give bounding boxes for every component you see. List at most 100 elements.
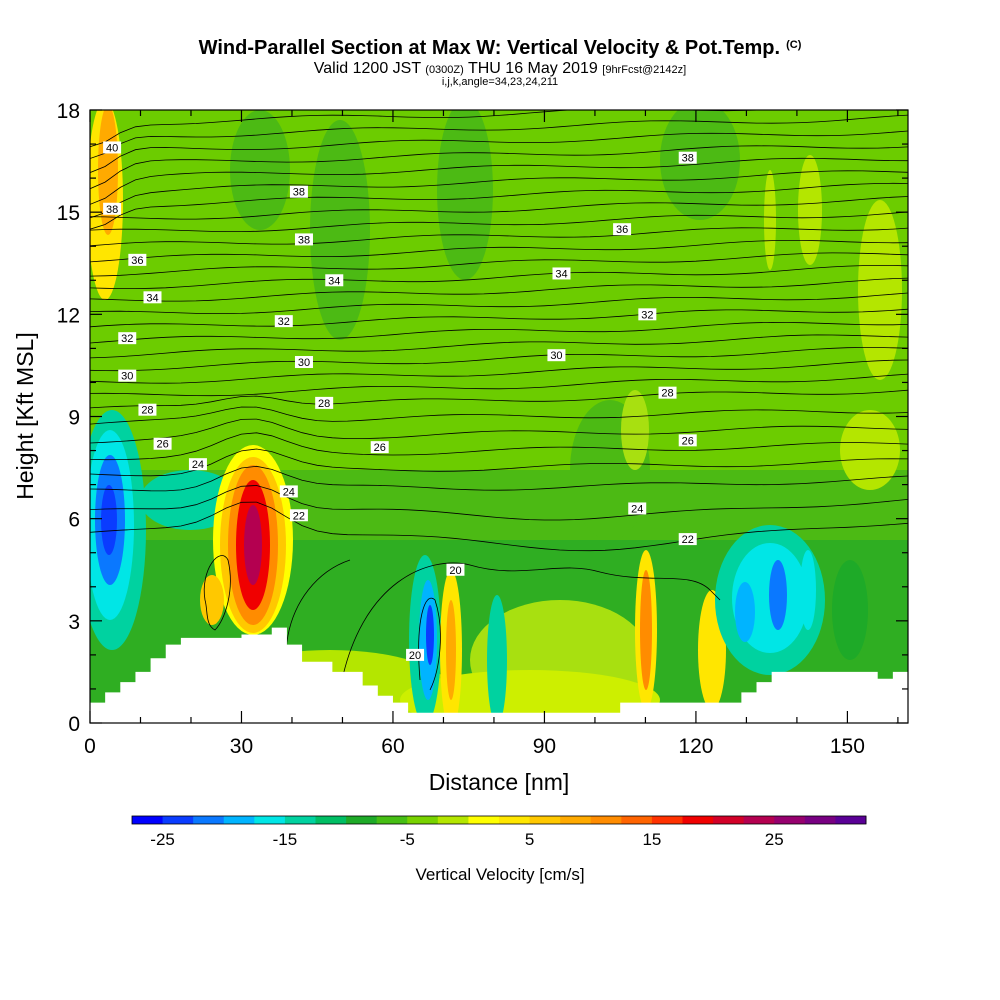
theta-contour-line	[90, 130, 908, 173]
theta-contour-line	[90, 418, 908, 444]
colorbar-swatch	[560, 816, 592, 824]
contour-label: 36	[616, 224, 628, 236]
colorbar-swatch	[437, 816, 469, 824]
theta-contour-line	[90, 432, 908, 461]
colorbar-tick-label: 25	[765, 830, 784, 849]
theta-contour-line	[90, 196, 908, 220]
theta-contour-line	[90, 465, 908, 492]
contour-label-bg	[294, 356, 313, 369]
y-tick-label: 12	[57, 304, 80, 327]
colorbar-swatch	[682, 816, 714, 824]
theta-contour-line	[90, 211, 908, 233]
theta-contour-line	[90, 406, 908, 425]
colorbar-title: Vertical Velocity [cm/s]	[415, 865, 584, 884]
contour-label: 26	[374, 442, 386, 454]
velocity-contours	[203, 555, 721, 691]
contour-label: 24	[283, 486, 295, 498]
y-tick-label: 6	[68, 509, 80, 532]
x-tick-label: 120	[678, 735, 713, 758]
contour-label-bg	[103, 141, 122, 154]
contour-label: 32	[641, 309, 653, 321]
colorbar-swatch	[315, 816, 347, 824]
contour-label-bg	[638, 308, 657, 321]
theta-contour-line	[90, 308, 908, 328]
contour-label: 22	[682, 534, 694, 546]
colorbar-swatch	[193, 816, 225, 824]
contour-label-bg	[128, 253, 147, 266]
colorbar-swatch	[590, 816, 622, 824]
theta-contour-line	[90, 264, 908, 290]
x-axis-title: Distance [nm]	[429, 769, 570, 795]
colorbar-tick-label: 5	[525, 830, 534, 849]
chart-subtitle: Valid 1200 JST (0300Z) THU 16 May 2019 […	[0, 60, 1000, 78]
colorbar-swatch	[132, 816, 164, 824]
contour-label-bg	[138, 403, 157, 416]
colorbar-swatch	[529, 816, 561, 824]
colorbar-tick-label: -15	[273, 830, 298, 849]
colorbar-swatch	[376, 816, 408, 824]
contour-label-bg	[188, 458, 207, 471]
x-tick-label: 150	[830, 735, 865, 758]
theta-contour-line	[90, 347, 908, 372]
contour-label-bg	[552, 267, 571, 280]
contour-label-bg	[118, 369, 137, 382]
colorbar-swatch	[835, 816, 867, 824]
contour-label: 40	[106, 142, 118, 154]
x-tick-label: 60	[381, 735, 404, 758]
contour-label: 38	[682, 153, 694, 165]
contour-label-bg	[153, 437, 172, 450]
contour-label-bg	[279, 485, 298, 498]
theta-contour-line	[90, 359, 908, 384]
contour-label-bg	[678, 151, 697, 164]
contour-label: 30	[121, 371, 133, 383]
theta-contour-line	[90, 110, 767, 148]
contour-label-bg	[325, 274, 344, 287]
colorbar-swatch	[774, 816, 806, 824]
grid-indices: i,j,k,angle=34,23,24,211	[441, 76, 559, 88]
colorbar-swatch	[346, 816, 378, 824]
contour-label-bg	[143, 291, 162, 304]
contour-label-bg	[446, 563, 465, 576]
theta-contour-line	[90, 239, 908, 263]
colorbar-tick-label: -5	[400, 830, 415, 849]
colorbar-tick-label: 15	[642, 830, 661, 849]
contour-label: 24	[631, 503, 643, 515]
valid-time-utc: (0300Z)	[425, 64, 464, 76]
terrain	[90, 627, 908, 723]
theta-contour-line	[90, 170, 908, 219]
forecast-info: [9hrFcst@2142z]	[602, 64, 687, 76]
colorbar-swatch	[804, 816, 836, 824]
theta-contour-line	[90, 252, 908, 277]
contour-label-bg	[406, 648, 425, 661]
colorbar-swatch	[651, 816, 683, 824]
contour-label-bg	[315, 396, 334, 409]
contour-label: 20	[449, 565, 461, 577]
contour-label: 24	[192, 459, 204, 471]
colorbar-swatch	[223, 816, 255, 824]
y-tick-label: 0	[68, 713, 80, 736]
colorbar-swatch	[254, 816, 286, 824]
contour-label: 26	[156, 439, 168, 451]
contour-label-bg	[103, 202, 122, 215]
theta-contour-line	[90, 114, 908, 159]
x-tick-label: 90	[533, 735, 556, 758]
contour-label: 38	[298, 234, 310, 246]
theta-contours	[90, 110, 908, 552]
theta-contour-line	[90, 373, 908, 397]
contour-label: 36	[131, 255, 143, 267]
colorbar-tick-label: -25	[150, 830, 175, 849]
colorbar-swatch	[407, 816, 439, 824]
theta-contour-line	[90, 501, 908, 552]
contour-label-bg	[547, 349, 566, 362]
valid-date: THU 16 May 2019	[467, 60, 598, 77]
y-tick-label: 15	[57, 202, 80, 225]
contour-label: 38	[106, 204, 118, 216]
colorbar-swatch	[284, 816, 316, 824]
contour-label: 34	[146, 292, 158, 304]
axis-ticks	[89, 109, 908, 724]
contour-label-bg	[370, 441, 389, 454]
y-tick-label: 3	[68, 611, 80, 634]
contour-labels: 40 38 38 38 38 36 36 34 34 34 32 32 32 30 30 30 28 28 28 26…	[103, 141, 697, 662]
